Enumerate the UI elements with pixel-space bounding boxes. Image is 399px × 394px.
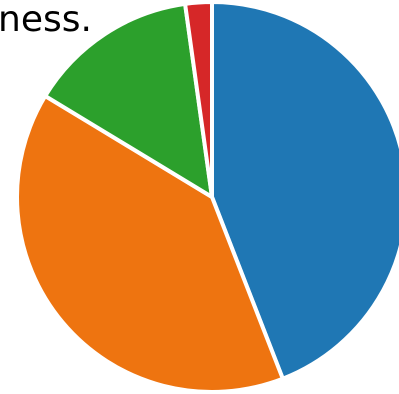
pie-slice-4 <box>183 0 214 199</box>
pie-slice-1 <box>210 0 399 381</box>
caption-fragment: ness. <box>0 0 92 40</box>
pie-slices <box>15 0 399 394</box>
pie-slice-2 <box>15 93 285 394</box>
pie-slice-3 <box>43 1 214 199</box>
